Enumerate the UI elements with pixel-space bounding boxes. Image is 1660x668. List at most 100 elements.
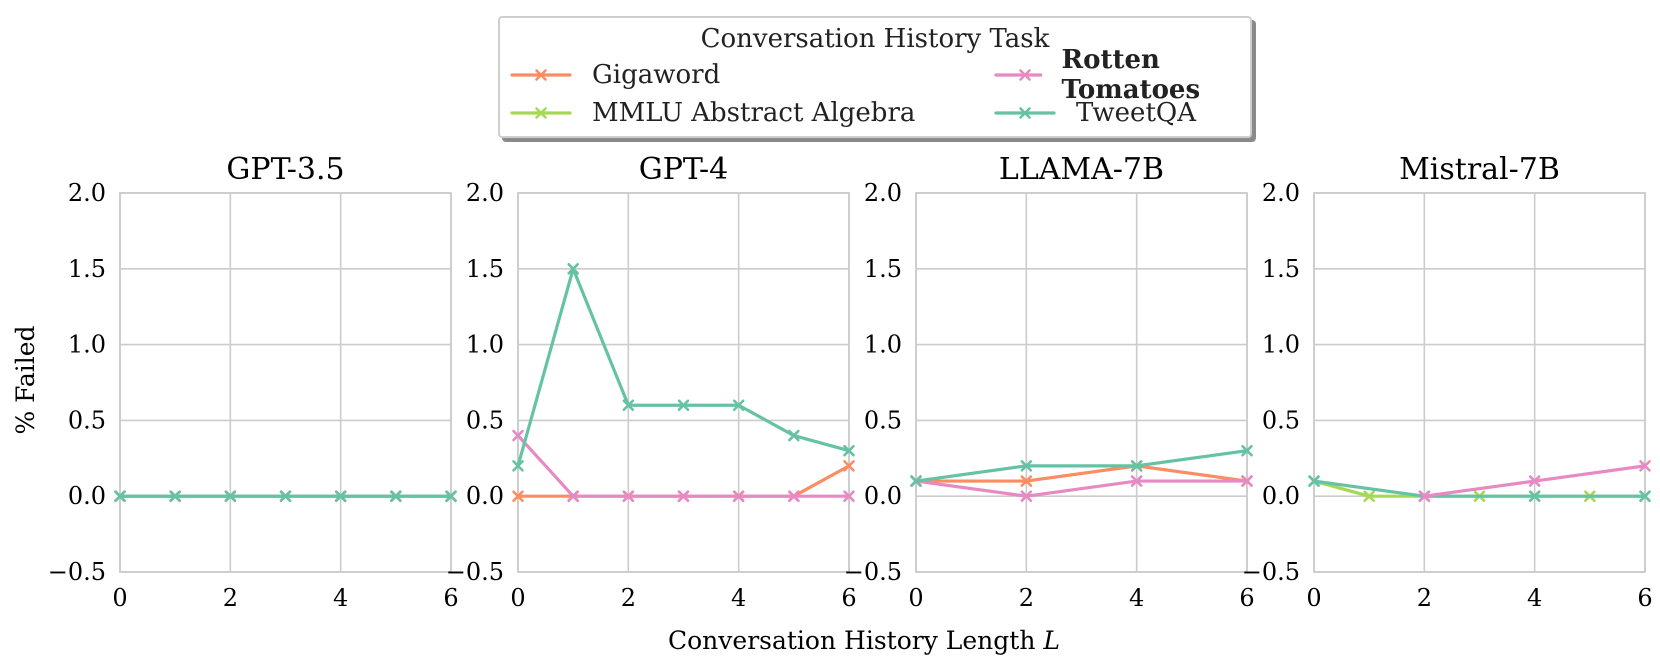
data-point-marker <box>1020 490 1033 502</box>
data-point-marker <box>1528 490 1541 502</box>
data-point-marker <box>169 490 181 502</box>
legend-swatch-icon <box>994 69 1042 81</box>
x-tick-label: 4 <box>1129 584 1144 612</box>
x-tick-label: 0 <box>510 584 525 612</box>
data-point-marker <box>567 263 579 275</box>
y-tick-label: 1.5 <box>68 255 106 283</box>
x-tick-label: 4 <box>333 584 348 612</box>
y-tick-label: 1.0 <box>68 331 106 359</box>
data-point-marker <box>334 490 347 502</box>
y-tick-label: −0.5 <box>48 558 106 586</box>
x-tick-label: 0 <box>1306 584 1321 612</box>
data-point-marker <box>1528 475 1541 487</box>
series-tweetqa <box>910 444 1253 487</box>
legend-title: Conversation History Task <box>700 24 1050 54</box>
data-point-marker <box>788 429 800 442</box>
data-point-marker <box>843 490 855 502</box>
legend-swatch-icon <box>510 107 572 119</box>
y-tick-label: 2.0 <box>68 179 106 207</box>
panel-title: GPT-4 <box>639 152 729 187</box>
series-line <box>914 479 1249 498</box>
data-point-marker <box>114 490 126 502</box>
panel-gpt-4: 2.0 1.5 1.0 0.5 0.0 −0.50 2 4 6 GPT-4 <box>446 152 857 612</box>
plot-frame <box>119 192 452 573</box>
x-tick-label: 4 <box>1527 584 1542 612</box>
x-tick-label: 6 <box>443 584 458 612</box>
y-tick-label: −0.5 <box>1242 558 1300 586</box>
y-tick-label: 1.5 <box>466 255 504 283</box>
legend-swatch-marker <box>535 69 547 81</box>
y-tick-label: 0.5 <box>1262 406 1300 434</box>
series-line <box>1312 479 1647 498</box>
x-tick-label: 4 <box>731 584 746 612</box>
data-point-marker <box>1241 444 1253 457</box>
x-tick-label: 0 <box>112 584 127 612</box>
data-point-marker <box>1130 460 1143 472</box>
plot-frame <box>915 192 1248 573</box>
y-tick-label: 2.0 <box>864 179 902 207</box>
legend-swatch-icon <box>994 107 1056 119</box>
data-point-marker <box>622 490 635 502</box>
y-tick-label: 0.0 <box>1262 482 1300 510</box>
data-point-marker <box>1020 460 1033 472</box>
y-tick-label: 0.5 <box>864 406 902 434</box>
y-tick-label: 1.0 <box>1262 331 1300 359</box>
panel-llama-7b: 2.0 1.5 1.0 0.5 0.0 −0.50 2 4 6 LLAMA-7B <box>844 152 1255 612</box>
panel-mistral-7b: 2.0 1.5 1.0 0.5 0.0 −0.50 2 4 6 Mistral-7B <box>1242 152 1653 612</box>
x-tick-label: 6 <box>1637 584 1652 612</box>
series-rotten-tomatoes <box>512 429 855 502</box>
series-tweetqa <box>114 490 457 502</box>
data-point-marker <box>732 399 745 412</box>
panel-title: LLAMA-7B <box>999 152 1164 187</box>
legend-entry-tweetqa: TweetQA <box>994 96 1196 130</box>
plot-frame <box>1313 192 1646 573</box>
data-point-marker <box>512 429 524 442</box>
series-rotten-tomatoes <box>1418 460 1651 502</box>
x-tick-label: 6 <box>1239 584 1254 612</box>
y-tick-label: 0.5 <box>466 406 504 434</box>
x-tick-label: 2 <box>223 584 238 612</box>
data-point-marker <box>843 460 855 472</box>
y-axis-label: % Failed <box>11 325 40 434</box>
data-point-marker <box>1363 490 1375 502</box>
legend-swatch-marker <box>1019 69 1031 81</box>
data-point-marker <box>788 490 800 502</box>
series-line <box>516 267 851 468</box>
series-tweetqa <box>512 263 855 472</box>
legend: Conversation History Task Gigaword Rotten… <box>498 16 1252 138</box>
y-tick-label: 2.0 <box>1262 179 1300 207</box>
data-point-marker <box>512 490 524 502</box>
legend-label: Rotten Tomatoes <box>1061 45 1201 105</box>
data-point-marker <box>512 460 524 472</box>
y-tick-label: 1.5 <box>1262 255 1300 283</box>
series-line <box>914 449 1249 483</box>
y-tick-label: 0.0 <box>864 482 902 510</box>
data-point-marker <box>677 490 690 502</box>
y-tick-label: 1.5 <box>864 255 902 283</box>
legend-swatch-marker <box>535 107 547 119</box>
x-tick-label: 2 <box>621 584 636 612</box>
y-tick-label: −0.5 <box>446 558 504 586</box>
legend-entry-gigaword: Gigaword <box>510 58 720 92</box>
legend-entry-rotten-tomatoes: Rotten Tomatoes <box>994 45 1250 105</box>
data-point-marker <box>910 475 922 487</box>
plot-frame <box>517 192 850 573</box>
panels-layer: 2.01.51.00.50.0−0.50 2 4 6GPT-3.52.01.51.00… <box>48 152 1653 612</box>
y-tick-label: −0.5 <box>844 558 902 586</box>
x-tick-label: 0 <box>908 584 923 612</box>
data-point-marker <box>1130 475 1143 487</box>
x-axis-label: Conversation History Length L <box>668 626 1060 655</box>
data-point-marker <box>1418 490 1431 502</box>
data-point-marker <box>1639 460 1651 472</box>
data-point-marker <box>224 490 237 502</box>
data-point-marker <box>390 490 402 502</box>
panel-title: Mistral-7B <box>1399 152 1560 187</box>
y-tick-label: 0.0 <box>466 482 504 510</box>
y-tick-label: 0.0 <box>68 482 106 510</box>
data-point-marker <box>567 490 579 502</box>
series-line <box>914 464 1249 483</box>
data-point-marker <box>843 444 855 457</box>
legend-entry-mmlu-abstract-algebra: MMLU Abstract Algebra <box>510 96 915 130</box>
legend-label: TweetQA <box>1076 98 1196 128</box>
